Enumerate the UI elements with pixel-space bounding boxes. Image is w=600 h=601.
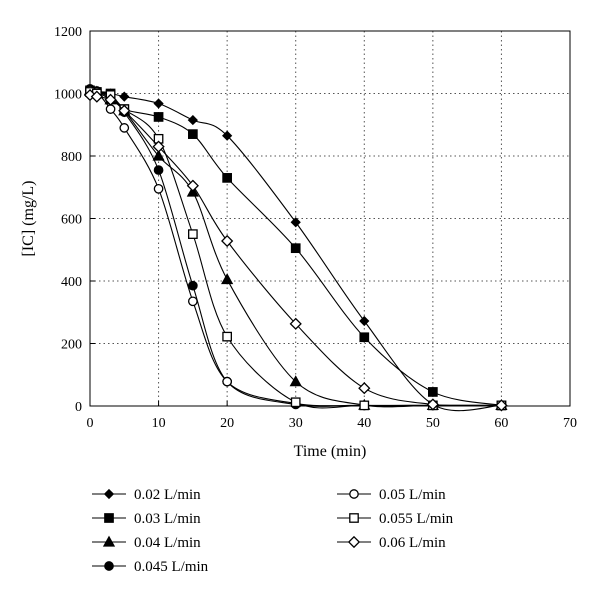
data-point: [104, 93, 117, 106]
legend-marker: [347, 535, 361, 549]
x-tick-label: 40: [357, 416, 371, 431]
series-6: [83, 88, 508, 412]
data-point: [359, 332, 370, 343]
data-point: [118, 104, 131, 117]
legend-label: 0.03 L/min: [134, 511, 201, 527]
legend-marker: [349, 513, 359, 523]
data-point: [186, 179, 199, 192]
data-point: [153, 183, 164, 194]
grid: [90, 31, 570, 406]
legend-marker: [104, 561, 114, 571]
data-point: [187, 114, 198, 126]
y-tick-label: 800: [61, 150, 82, 165]
legend-entry: 0.045 L/min: [92, 559, 209, 575]
data-point: [221, 273, 234, 285]
legend-entry: 0.055 L/min: [337, 511, 454, 527]
legend-marker: [102, 535, 116, 547]
legend-label: 0.06 L/min: [379, 535, 446, 551]
legend-label: 0.045 L/min: [134, 559, 209, 575]
data-point: [222, 173, 232, 183]
x-axis-label: Time (min): [294, 443, 367, 460]
data-point: [221, 234, 234, 248]
data-point: [222, 130, 233, 141]
data-point: [119, 123, 130, 133]
y-tick-label: 1000: [54, 88, 82, 103]
y-tick-label: 400: [61, 275, 82, 290]
legend-label: 0.055 L/min: [379, 511, 454, 527]
x-tick-label: 0: [87, 416, 94, 431]
legend-entry: 0.03 L/min: [92, 511, 201, 527]
legend-label: 0.02 L/min: [134, 487, 201, 503]
legend-entry: 0.05 L/min: [337, 487, 446, 503]
legend-marker: [104, 513, 114, 523]
legend-entry: 0.02 L/min: [92, 487, 201, 503]
legend-label: 0.05 L/min: [379, 487, 446, 503]
data-point: [290, 243, 301, 254]
y-tick-label: 200: [61, 338, 82, 353]
data-point: [90, 90, 103, 103]
data-point: [359, 315, 370, 327]
data-point: [426, 398, 439, 411]
data-point: [188, 129, 198, 139]
data-point: [358, 382, 371, 395]
legend-entry: 0.04 L/min: [92, 535, 201, 551]
x-tick-label: 50: [426, 416, 440, 431]
data-point: [495, 399, 508, 412]
data-point: [428, 387, 438, 397]
legend: 0.02 L/min 0.03 L/min 0.04 L/min 0.045 L/mi…: [92, 487, 454, 575]
x-tick-label: 30: [289, 416, 303, 431]
data-point: [289, 317, 302, 330]
x-tick-label: 20: [220, 416, 234, 431]
y-tick-label: 600: [61, 213, 82, 228]
data-point: [188, 229, 198, 239]
data-point: [222, 331, 232, 342]
data-point: [153, 112, 164, 122]
data-point: [290, 397, 301, 408]
data-point: [188, 280, 198, 291]
data-point: [152, 140, 165, 153]
data-point: [105, 104, 116, 114]
y-tick-label: 0: [75, 400, 82, 415]
data-point: [119, 91, 130, 102]
data-point: [289, 375, 302, 387]
x-tick-label: 60: [494, 416, 508, 431]
data-point: [153, 98, 164, 109]
data-point: [188, 296, 198, 307]
legend-marker: [103, 488, 115, 500]
y-tick-label: 1200: [54, 25, 82, 40]
series-layer: [83, 83, 508, 412]
y-axis-label: [IC] (mg/L): [20, 181, 37, 257]
data-point: [359, 400, 370, 411]
x-tick-label: 70: [563, 416, 577, 431]
data-point: [153, 165, 164, 175]
legend-label: 0.04 L/min: [134, 535, 201, 551]
legend-entry: 0.06 L/min: [337, 535, 446, 551]
data-point: [222, 376, 232, 387]
legend-marker: [349, 489, 359, 499]
x-tick-label: 10: [152, 416, 166, 431]
data-point: [290, 217, 301, 228]
data-point: [152, 149, 165, 161]
axes: 0 10 20 30 40 50 60 70 0 200 400 600 800 1000 1200: [54, 25, 577, 431]
